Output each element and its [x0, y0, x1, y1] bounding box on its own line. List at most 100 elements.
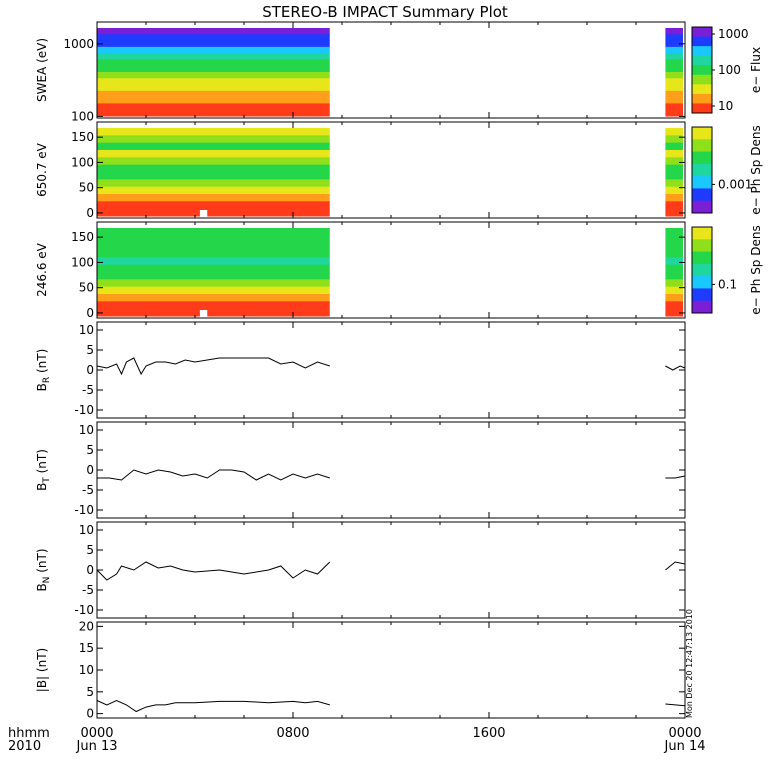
heatmap-cell — [97, 179, 330, 188]
x-tick-sublabel: Jun 14 — [664, 739, 706, 754]
heatmap-cell — [97, 208, 330, 217]
heatmap-cell — [97, 308, 330, 317]
heatmap-cell — [97, 294, 330, 302]
colorbar-frame — [691, 126, 713, 214]
heatmap-cell-trailing — [665, 164, 683, 173]
panel-6: 0 5 10 15 20 |B| (nT) — [35, 619, 686, 721]
panel-3: -10 -5 0 5 10 BR (nT) — [35, 321, 686, 419]
colorbar-swatch — [692, 36, 712, 47]
heatmap-cell — [97, 250, 330, 258]
heatmap-cell-trailing — [665, 257, 683, 266]
colorbar-swatch — [692, 103, 712, 114]
heatmap-cell — [97, 172, 330, 180]
heatmap-cell-trailing — [665, 53, 683, 60]
heatmap-cell — [97, 46, 330, 54]
heatmap-cell-trailing — [665, 301, 683, 310]
colorbar-label: e− Ph Sp Dens — [749, 225, 763, 314]
y-tick-label: -10 — [74, 403, 94, 417]
heatmap-cell — [97, 78, 330, 86]
heatmap-cell-trailing — [665, 34, 683, 42]
colorbar-swatch — [692, 74, 712, 85]
heatmap-cell — [97, 84, 330, 92]
heatmap-cell — [97, 28, 330, 35]
panel-2: 0.1 e− Ph Sp Dens 0 50 100 150 246.6 eV — [35, 221, 763, 320]
heatmap-cell-trailing — [665, 208, 683, 217]
y-tick-label: -10 — [74, 603, 94, 617]
heatmap-cell — [97, 53, 330, 60]
heatmap-cell-trailing — [665, 128, 683, 136]
colorbar-swatch — [692, 263, 712, 277]
heatmap-cell — [97, 109, 330, 117]
colorbar-0: 1000 100 10 e− Flux — [691, 26, 763, 114]
heatmap-cell — [97, 194, 330, 202]
heatmap-cell — [97, 34, 330, 42]
colorbar-tick-label: 1000 — [718, 27, 749, 41]
series-line — [96, 699, 330, 713]
colorbar-swatch — [692, 227, 712, 240]
heatmap-cell-trailing — [665, 194, 683, 202]
heatmap-cell — [97, 90, 330, 98]
colorbar-swatch — [692, 300, 712, 314]
y-tick-label: -5 — [82, 483, 94, 497]
colorbar-swatch — [692, 55, 712, 66]
colorbar-swatch — [692, 239, 712, 253]
colorbar-swatch — [692, 65, 712, 76]
colorbar-swatch — [692, 176, 712, 189]
y-tick-label: 50 — [79, 181, 94, 195]
series-line — [96, 561, 331, 581]
heatmap-cell — [97, 228, 330, 236]
colorbar-tick-label: 10 — [718, 99, 733, 113]
heatmap-cell — [97, 257, 330, 266]
x-tick-label: 0000 — [668, 726, 701, 741]
heatmap-cell-trailing — [665, 279, 683, 288]
heatmap-cell-trailing — [665, 294, 683, 302]
heatmap-data-gap — [199, 210, 208, 218]
y-tick-label: 10 — [79, 663, 94, 677]
heatmap-cell — [97, 235, 330, 244]
x-tick-label: 1600 — [472, 726, 505, 741]
colorbar-swatch — [692, 276, 712, 289]
heatmap-cell-trailing — [665, 84, 683, 92]
y-tick-label: 100 — [71, 155, 94, 169]
heatmap-cell — [97, 242, 330, 251]
series-line-trailing — [665, 703, 686, 707]
heatmap-cell — [97, 150, 330, 158]
y-tick-label: 0 — [86, 363, 94, 377]
heatmap-data-gap — [199, 310, 208, 318]
heatmap-cell-trailing — [665, 142, 683, 151]
panel-frame — [96, 621, 686, 719]
y-axis-label: BR (nT) — [35, 349, 52, 392]
y-tick-label: 100 — [71, 255, 94, 269]
heatmap-cell — [97, 272, 330, 280]
y-tick-label: 5 — [86, 343, 94, 357]
y-tick-label: 0 — [86, 707, 94, 721]
y-tick-label: -5 — [82, 383, 94, 397]
heatmap-cell — [97, 264, 330, 273]
colorbar-label: e− Flux — [749, 47, 763, 93]
colorbar-swatch — [692, 151, 712, 165]
panel-5: -10 -5 0 5 10 BN (nT) — [35, 521, 686, 619]
heatmap-cell — [97, 59, 330, 67]
heatmap-cell-trailing — [665, 157, 683, 166]
y-tick-label: 0 — [86, 206, 94, 220]
y-tick-label: 0 — [86, 306, 94, 320]
y-axis-label: BN (nT) — [35, 548, 52, 591]
y-tick-label: 10 — [79, 323, 94, 337]
colorbar-swatch — [692, 188, 712, 202]
y-tick-label: 5 — [86, 543, 94, 557]
colorbar-label: e− Ph Sp Dens — [749, 125, 763, 214]
heatmap-cell-trailing — [665, 201, 683, 210]
heatmap-cell — [97, 279, 330, 288]
heatmap-cell-trailing — [665, 179, 683, 188]
heatmap-cell — [97, 157, 330, 166]
heatmap-cell — [97, 40, 330, 48]
colorbar-frame — [691, 226, 713, 314]
panel-0: 1000 100 10 e− Flux 100 1000 SWEA (eV) — [35, 21, 763, 123]
y-axis-label: |B| (nT) — [35, 648, 49, 692]
y-tick-label: 10 — [79, 423, 94, 437]
heatmap-cell-trailing — [665, 228, 683, 236]
